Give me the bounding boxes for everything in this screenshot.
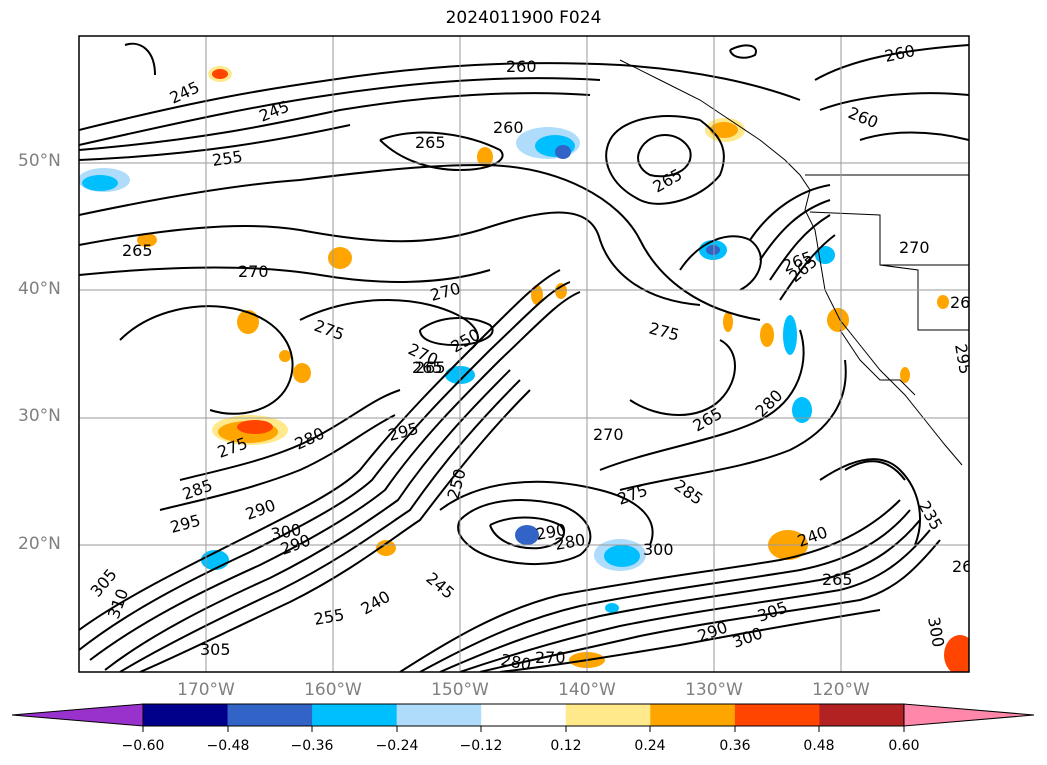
contour-label: 270 [593,425,624,444]
contour-label: 265 [415,358,446,377]
colorbar-tick-label: −0.60 [121,738,165,754]
colorbar-tick-label: 0.60 [888,738,920,754]
contour-label: 300 [643,540,674,559]
colorbar-tick-label: 0.36 [719,738,751,754]
anomaly-fills [79,66,969,672]
coastlines [619,59,969,466]
contour-lines [79,42,969,672]
contour-label: 260 [506,57,537,76]
lat-label: 20°N [18,534,61,554]
contour-label: 270 [899,238,930,257]
lon-label: 140°W [558,680,616,700]
colorbar-tick-label: 0.12 [550,738,582,754]
contour-label: 270 [535,648,566,667]
lat-label: 40°N [18,279,61,299]
colorbar-tick-label: −0.48 [206,738,250,754]
colorbar-tick-label: −0.24 [375,738,419,754]
lat-label: 30°N [18,406,61,426]
colorbar-tick-label: −0.36 [290,738,334,754]
colorbar-tick-label: −0.12 [459,738,503,754]
colorbar-tick-label: 0.48 [803,738,835,754]
lon-label: 150°W [431,680,489,700]
lat-label: 50°N [18,151,61,171]
lon-label: 120°W [812,680,870,700]
contour-label: 265 [122,241,153,260]
contour-label: 265 [822,570,853,589]
contour-label: 270 [238,262,269,281]
contour-label: 26 [952,557,972,576]
graticule [79,36,969,672]
contour-label: 255 [211,147,244,170]
contour-label: 26 [950,293,970,312]
lon-label: 130°W [685,680,743,700]
lon-label: 160°W [304,680,362,700]
lon-label: 170°W [177,680,235,700]
contour-label: 265 [412,358,443,377]
contour-label: 280 [499,650,532,674]
contour-label: 295 [951,342,975,375]
map-title: 2024011900 F024 [445,8,602,28]
contour-label: 305 [200,640,231,659]
map-frame [78,35,970,673]
contour-label: 265 [415,133,446,152]
colorbar-tick-label: 0.24 [634,738,666,754]
contour-label: 260 [493,118,524,137]
